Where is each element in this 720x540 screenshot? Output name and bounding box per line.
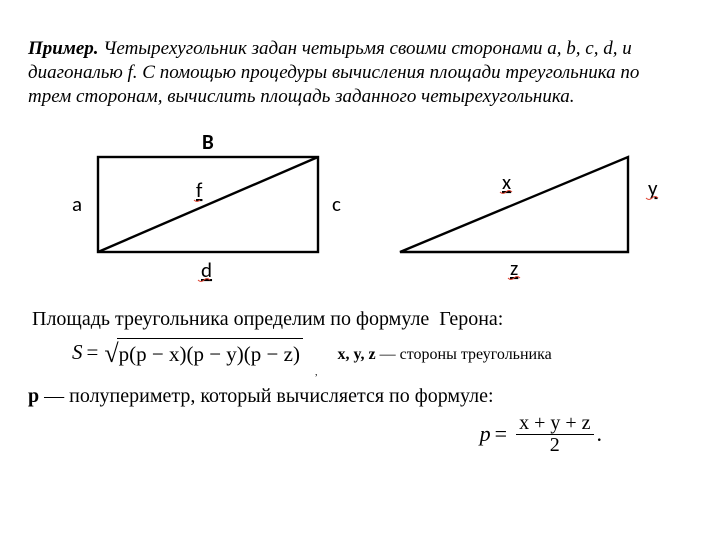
semiperimeter-sentence: p — полупериметр, который вычисляется по…	[28, 384, 692, 409]
p-denominator: 2	[547, 435, 563, 456]
p-numerator: x + y + z	[516, 413, 593, 435]
figures-row: a B c d f x y z	[28, 127, 692, 297]
S-var: S	[72, 339, 83, 365]
label-c: c	[332, 191, 341, 217]
example-intro: Пример. Четырехугольник задан четырьмя с…	[28, 37, 692, 108]
small-comma: ,	[315, 367, 318, 380]
triangle-figure: x y z	[370, 127, 670, 297]
heron-radicand: p(p − x)(p − y)(p − z)	[117, 338, 303, 367]
intro-l1: Четырехугольник задан четырьмя своими ст…	[99, 38, 632, 59]
sides-note: x, y, z — стороны треугольника	[337, 345, 551, 365]
intro-l2: диагональю f. С помощью процедуры вычисл…	[28, 62, 639, 83]
sides-xyz: x, y, z	[337, 346, 375, 363]
label-a: a	[72, 191, 82, 217]
intro-lead: Пример.	[28, 38, 99, 59]
sides-rest: — стороны треугольника	[376, 346, 552, 363]
p-bold: p	[28, 385, 39, 407]
label-f: f	[196, 177, 203, 203]
label-z: z	[510, 255, 518, 281]
semiperimeter-formula-row: p = x + y + z 2 .	[28, 413, 602, 456]
intro-l3: трем сторонам, вычислить площадь заданно…	[28, 86, 575, 107]
heron-sentence: Площадь треугольника определим по формул…	[32, 307, 692, 332]
p-dot: .	[597, 420, 603, 448]
label-d: d	[201, 257, 212, 283]
quadrilateral-figure: a B c d f	[50, 127, 350, 297]
label-B: B	[202, 129, 214, 155]
semiperimeter-formula: p = x + y + z 2 .	[480, 413, 602, 456]
p-rest: — полупериметр, который вычисляется по ф…	[39, 385, 493, 407]
heron-formula: S = √ p(p − x)(p − y)(p − z)	[72, 338, 303, 367]
heron-formula-row: S = √ p(p − x)(p − y)(p − z) , x, y, z —…	[72, 338, 692, 367]
